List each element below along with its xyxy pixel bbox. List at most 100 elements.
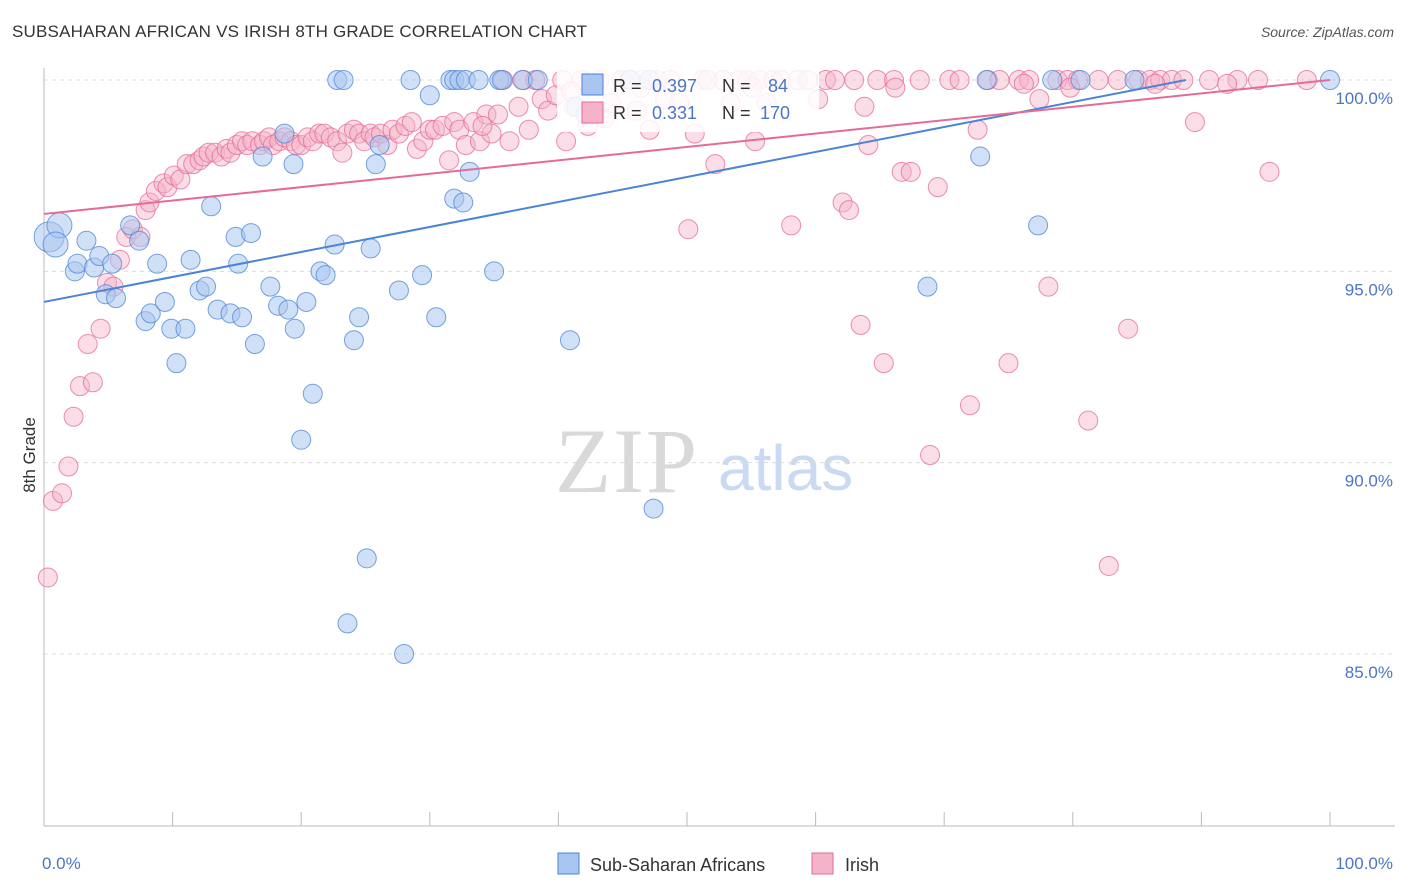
series-legend: Sub-Saharan Africans Irish	[557, 852, 879, 875]
point-irish-74	[476, 104, 497, 125]
point-sub-saharan-15	[147, 253, 168, 274]
point-sub-saharan-32	[260, 276, 281, 297]
point-sub-saharan-11	[120, 215, 141, 236]
point-irish-129	[867, 70, 888, 90]
point-sub-saharan-79	[976, 70, 997, 90]
point-sub-saharan-50	[360, 238, 381, 259]
x-tick-label-0: 0.0%	[42, 854, 81, 873]
point-sub-saharan-72	[559, 330, 580, 351]
point-irish-127	[850, 314, 871, 335]
y-tick-labels: 85.0% 90.0% 95.0% 100.0%	[1335, 89, 1393, 682]
point-irish-135	[920, 445, 941, 466]
point-sub-saharan-16	[154, 291, 175, 312]
point-irish-49	[327, 131, 348, 152]
point-irish-65	[419, 119, 440, 140]
point-irish-2	[52, 483, 73, 504]
point-irish-22	[176, 154, 197, 175]
point-irish-27	[205, 142, 226, 163]
point-irish-18	[153, 173, 174, 194]
legend-swatch-irish	[811, 852, 834, 875]
point-irish-21	[170, 169, 191, 190]
point-sub-saharan-78	[917, 276, 938, 297]
x-tick-labels: 0.0% 100.0%	[42, 854, 1393, 873]
point-sub-saharan-4	[67, 253, 88, 274]
point-irish-73	[469, 131, 490, 152]
point-irish-166	[1296, 70, 1317, 90]
y-tick-label-1: 90.0%	[1345, 472, 1393, 491]
point-irish-131	[884, 70, 905, 90]
point-sub-saharan-52	[369, 135, 390, 156]
point-sub-saharan-57	[419, 85, 440, 106]
point-sub-saharan-37	[283, 154, 304, 175]
point-sub-saharan-48	[349, 307, 370, 328]
stats-swatch-blue	[581, 73, 604, 96]
point-irish-68	[439, 150, 460, 171]
point-irish-20	[163, 165, 184, 186]
point-sub-saharan-47	[343, 330, 364, 351]
trend-line-irish	[43, 79, 1331, 215]
legend-label-sub-saharan: Sub-Saharan Africans	[590, 855, 765, 875]
point-sub-saharan-30	[244, 334, 265, 355]
point-sub-saharan-29	[241, 223, 262, 244]
point-sub-saharan-20	[180, 249, 201, 270]
stats-r-label-blue: R =	[613, 76, 642, 96]
stats-n-label-pink: N =	[722, 103, 751, 123]
point-irish-3	[58, 456, 79, 477]
point-irish-6	[77, 334, 98, 355]
point-sub-saharan-67	[484, 261, 505, 282]
x-tick-label-1: 100.0%	[1335, 854, 1393, 873]
point-sub-saharan-53	[388, 280, 409, 301]
point-irish-61	[395, 115, 416, 136]
point-irish-140	[967, 119, 988, 140]
point-sub-saharan-42	[315, 265, 336, 286]
point-sub-saharan-22	[196, 276, 217, 297]
point-sub-saharan-51	[365, 154, 386, 175]
point-sub-saharan-84	[1124, 70, 1145, 90]
point-irish-51	[337, 123, 358, 144]
y-tick-label-2: 95.0%	[1345, 280, 1393, 299]
legend-label-irish: Irish	[845, 855, 879, 875]
data-points	[33, 70, 1340, 664]
point-irish-152	[1088, 70, 1109, 90]
point-irish-161	[1184, 112, 1205, 133]
point-sub-saharan-56	[412, 265, 433, 286]
point-irish-134	[909, 70, 930, 90]
source-credit: Source: ZipAtlas.com	[1260, 24, 1394, 40]
point-sub-saharan-10	[106, 288, 127, 309]
point-sub-saharan-46	[337, 613, 358, 634]
point-sub-saharan-18	[166, 353, 187, 374]
point-sub-saharan-69	[491, 70, 512, 90]
point-irish-137	[939, 70, 960, 90]
point-irish-48	[320, 127, 341, 148]
stats-r-value-blue: 0.397	[652, 76, 697, 96]
point-irish-128	[858, 135, 879, 156]
point-sub-saharan-58	[426, 307, 447, 328]
stats-legend: R = 0.397 N = 84 R = 0.331 N = 170	[557, 68, 819, 132]
point-irish-0	[37, 567, 58, 588]
point-irish-67	[432, 115, 453, 136]
chart-title: SUBSAHARAN AFRICAN VS IRISH 8TH GRADE CO…	[12, 22, 588, 41]
point-irish-104	[678, 219, 699, 240]
point-irish-19	[157, 177, 178, 198]
point-sub-saharan-19	[175, 318, 196, 339]
point-irish-136	[927, 177, 948, 198]
point-irish-47	[314, 123, 335, 144]
y-tick-label-3: 100.0%	[1335, 89, 1393, 108]
legend-swatch-sub-saharan	[557, 852, 580, 875]
point-irish-7	[82, 372, 103, 393]
stats-r-label-pink: R =	[613, 103, 642, 123]
point-sub-saharan-12	[129, 230, 150, 251]
point-sub-saharan-63	[453, 192, 474, 213]
point-irish-155	[1118, 318, 1139, 339]
point-sub-saharan-23	[201, 196, 222, 217]
point-irish-81	[518, 119, 539, 140]
y-axis-label: 8th Grade	[20, 417, 39, 493]
point-irish-165	[1259, 161, 1280, 182]
point-irish-5	[70, 376, 91, 397]
point-sub-saharan-39	[296, 291, 317, 312]
point-irish-123	[824, 70, 845, 90]
point-sub-saharan-14	[140, 303, 161, 324]
point-irish-164	[1247, 70, 1268, 90]
trend-lines	[43, 79, 1331, 303]
